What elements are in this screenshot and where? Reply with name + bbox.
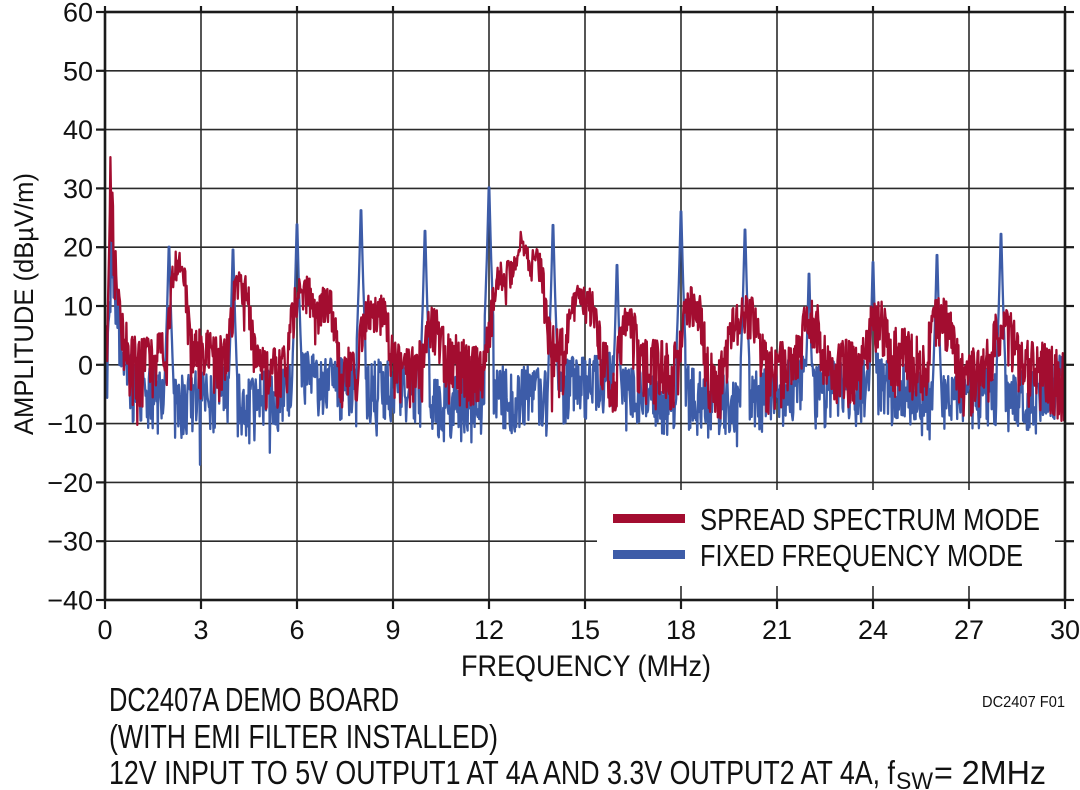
caption-line-3-end: = 2MHz xyxy=(934,754,1046,790)
caption-line-1: DC2407A DEMO BOARD xyxy=(109,681,399,718)
y-tick-label: −30 xyxy=(47,527,93,557)
x-tick-label: 9 xyxy=(385,615,400,645)
x-tick-label: 24 xyxy=(858,615,888,645)
y-tick-label: 10 xyxy=(63,292,93,322)
legend-label-spread-spectrum: SPREAD SPECTRUM MODE xyxy=(700,502,1040,537)
x-tick-label: 15 xyxy=(570,615,600,645)
legend-label-fixed-frequency: FIXED FREQUENCY MODE xyxy=(700,538,1023,573)
figure-reference: DC2407 F01 xyxy=(982,694,1065,711)
y-tick-label: 40 xyxy=(63,115,93,145)
y-tick-label: −20 xyxy=(47,468,93,498)
chart-frame-and-ticks xyxy=(96,6,1074,609)
y-axis-title: AMPLITUDE (dBµV/m) xyxy=(9,173,39,435)
caption-line-2: (WITH EMI FILTER INSTALLED) xyxy=(109,718,498,755)
x-tick-label: 27 xyxy=(954,615,984,645)
x-tick-label: 18 xyxy=(666,615,696,645)
legend-swatch-fixed-frequency-line xyxy=(613,550,685,559)
y-tick-label: 30 xyxy=(63,174,93,204)
x-tick-label: 30 xyxy=(1050,615,1080,645)
y-tick-label: 60 xyxy=(63,0,93,28)
x-axis-title: FREQUENCY (MHz) xyxy=(461,650,711,683)
plot-frame xyxy=(103,10,1067,602)
spread-spectrum-trace xyxy=(105,156,1066,427)
x-tick-label: 0 xyxy=(97,615,112,645)
y-tick-label: −10 xyxy=(47,409,93,439)
x-tick-label: 21 xyxy=(762,615,792,645)
y-tick-label: −40 xyxy=(47,586,93,616)
y-tick-label: 50 xyxy=(63,56,93,86)
chart-traces xyxy=(105,156,1066,466)
y-tick-label: 20 xyxy=(63,233,93,263)
caption-line-3-subscript: SW xyxy=(896,768,933,790)
legend-background xyxy=(597,490,1055,586)
legend-swatch-spread-spectrum-line xyxy=(613,514,685,523)
y-tick-label: 0 xyxy=(78,350,93,380)
x-tick-label: 6 xyxy=(289,615,304,645)
x-axis-tick-labels: 0 3 6 9 12 15 18 21 24 27 30 xyxy=(97,615,1080,645)
caption-line-3: 12V INPUT TO 5V OUTPUT1 AT 4A AND 3.3V O… xyxy=(109,754,896,790)
y-axis-tick-labels: 60 50 40 30 20 10 0 −10 −20 −30 −40 xyxy=(47,0,93,616)
x-tick-label: 3 xyxy=(193,615,208,645)
x-tick-label: 12 xyxy=(474,615,504,645)
